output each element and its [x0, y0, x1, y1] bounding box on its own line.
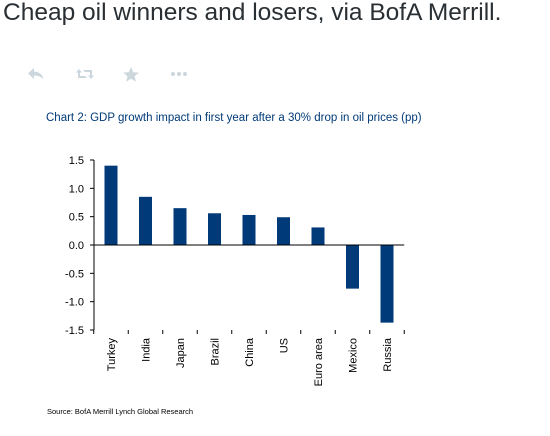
x-tick-label: Euro area — [313, 337, 325, 386]
chart-image: Chart 2: GDP growth impact in first year… — [0, 100, 550, 436]
tweet-text: Cheap oil winners and losers, via BofA M… — [3, 0, 502, 26]
x-tick-label: Brazil — [210, 338, 222, 366]
bar-us — [277, 217, 290, 245]
bar-brazil — [208, 213, 221, 245]
more-button[interactable] — [169, 66, 189, 84]
x-tick-label: Russia — [382, 337, 394, 372]
x-tick-label: Turkey — [106, 338, 118, 372]
y-tick-label: -1.5 — [65, 325, 84, 337]
y-tick-label: 0.5 — [69, 212, 84, 224]
favorite-button[interactable] — [122, 66, 142, 84]
bar-turkey — [104, 165, 118, 245]
y-tick-label: -1.0 — [65, 297, 84, 309]
retweet-icon — [76, 69, 94, 79]
y-tick-label: 1.5 — [69, 155, 84, 167]
reply-icon — [28, 68, 44, 80]
retweet-button[interactable] — [75, 66, 95, 84]
chart-source: Source: BofA Merrill Lynch Global Resear… — [47, 407, 194, 416]
x-tick-label: China — [244, 337, 256, 367]
bar-russia — [380, 245, 394, 323]
more-dots-icon — [171, 72, 187, 76]
star-icon — [123, 67, 139, 82]
bar-china — [242, 214, 256, 245]
x-tick-label: US — [279, 338, 291, 353]
bar-euro-area — [311, 227, 325, 245]
tweet-actions — [27, 66, 227, 84]
chart-title: Chart 2: GDP growth impact in first year… — [46, 112, 422, 124]
bar-chart: 1.5 1.0 0.5 0.0 -0.5 -1.0 -1.5 Turkey India Japan… — [65, 155, 405, 386]
reply-button[interactable] — [27, 66, 47, 84]
y-tick-label: 0.0 — [69, 240, 84, 252]
x-tick-label: India — [141, 337, 153, 362]
y-tick-label: 1.0 — [69, 183, 84, 195]
bar-india — [139, 196, 152, 245]
x-tick-label: Japan — [175, 338, 187, 368]
bar-japan — [173, 208, 187, 245]
bar-mexico — [346, 245, 359, 289]
y-tick-label: -0.5 — [65, 268, 84, 280]
x-tick-label: Mexico — [348, 338, 360, 373]
